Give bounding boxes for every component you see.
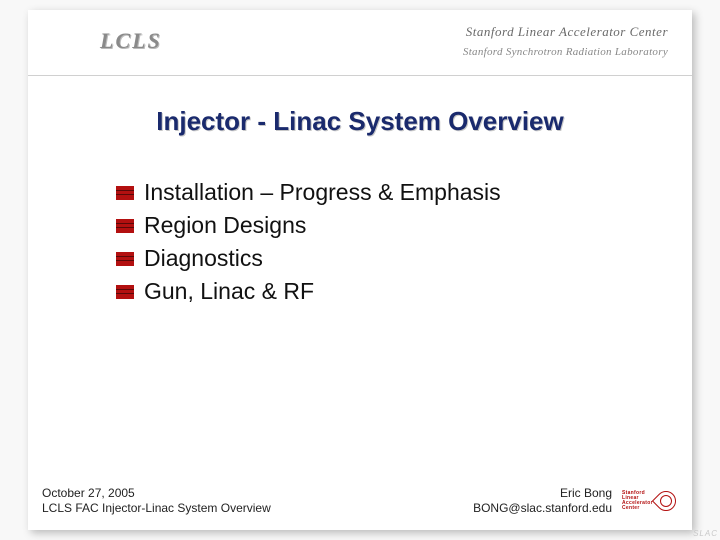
- bullet-icon: [116, 285, 134, 299]
- footer-email: BONG@slac.stanford.edu: [473, 501, 612, 516]
- slide-footer: October 27, 2005 LCLS FAC Injector-Linac…: [42, 486, 678, 516]
- bullet-text: Installation – Progress & Emphasis: [144, 179, 501, 206]
- footer-left: October 27, 2005 LCLS FAC Injector-Linac…: [42, 486, 271, 516]
- footer-author: Eric Bong: [473, 486, 612, 501]
- bullet-icon: [116, 252, 134, 266]
- corner-watermark: SLAC: [693, 529, 718, 538]
- bullet-item: Diagnostics: [116, 245, 692, 272]
- bullet-item: Region Designs: [116, 212, 692, 239]
- org-line-1: Stanford Linear Accelerator Center: [463, 24, 668, 40]
- slide-title: Injector - Linac System Overview: [28, 106, 692, 137]
- footer-subtitle: LCLS FAC Injector-Linac System Overview: [42, 501, 271, 516]
- bullet-list: Installation – Progress & Emphasis Regio…: [116, 179, 692, 305]
- slac-logo-swirl-icon: [652, 487, 680, 515]
- slac-logo-text: StanfordLinearAcceleratorCenter: [622, 491, 653, 511]
- footer-right-wrap: Eric Bong BONG@slac.stanford.edu Stanfor…: [473, 486, 678, 516]
- bullet-icon: [116, 219, 134, 233]
- bullet-icon: [116, 186, 134, 200]
- bullet-text: Gun, Linac & RF: [144, 278, 314, 305]
- lcls-logo: LCLS: [100, 28, 162, 54]
- footer-right: Eric Bong BONG@slac.stanford.edu: [473, 486, 612, 516]
- bullet-text: Diagnostics: [144, 245, 263, 272]
- bullet-item: Gun, Linac & RF: [116, 278, 692, 305]
- slide-container: LCLS Stanford Linear Accelerator Center …: [28, 10, 692, 530]
- bullet-text: Region Designs: [144, 212, 306, 239]
- header-org: Stanford Linear Accelerator Center Stanf…: [463, 24, 668, 58]
- org-line-2: Stanford Synchrotron Radiation Laborator…: [463, 46, 668, 58]
- footer-date: October 27, 2005: [42, 486, 271, 501]
- slac-logo: StanfordLinearAcceleratorCenter: [622, 486, 678, 516]
- header-bar: LCLS Stanford Linear Accelerator Center …: [28, 10, 692, 76]
- bullet-item: Installation – Progress & Emphasis: [116, 179, 692, 206]
